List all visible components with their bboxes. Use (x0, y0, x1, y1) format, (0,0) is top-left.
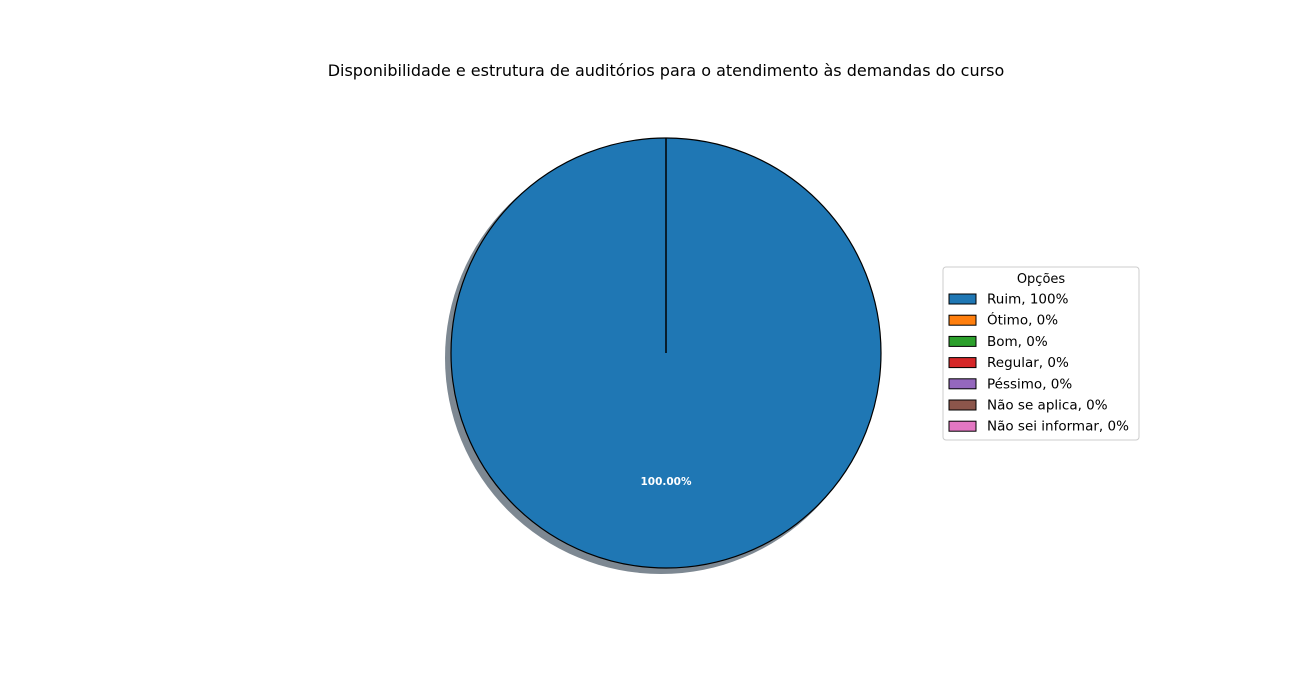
legend-swatch (948, 314, 977, 326)
legend-swatch (948, 399, 977, 411)
legend-swatch (948, 420, 977, 432)
legend-label: Bom, 0% (987, 334, 1048, 350)
legend-label: Péssimo, 0% (987, 376, 1072, 392)
legend-label: Regular, 0% (987, 355, 1069, 371)
legend-label: Ótimo, 0% (987, 311, 1058, 329)
legend-swatch (948, 293, 977, 305)
legend-swatch (948, 378, 977, 390)
legend-title: Opções (1017, 272, 1066, 287)
pie-group: 100.00% (445, 137, 882, 574)
legend-swatch (948, 335, 977, 347)
legend-label: Não se aplica, 0% (987, 398, 1108, 414)
chart-title: Disponibilidade e estrutura de auditório… (328, 61, 1005, 80)
legend-frame (942, 266, 1140, 441)
legend-entries: Ruim, 100% Ótimo, 0% Bom, 0% Regular, 0% Pés… (948, 292, 1129, 435)
slice-percentage-label: 100.00% (640, 476, 692, 488)
legend: Opções Ruim, 100% Ótimo, 0% Bom, 0% Regular… (942, 266, 1140, 441)
legend-swatch (948, 357, 977, 369)
legend-label: Não sei informar, 0% (987, 419, 1129, 435)
legend-label: Ruim, 100% (987, 292, 1069, 308)
